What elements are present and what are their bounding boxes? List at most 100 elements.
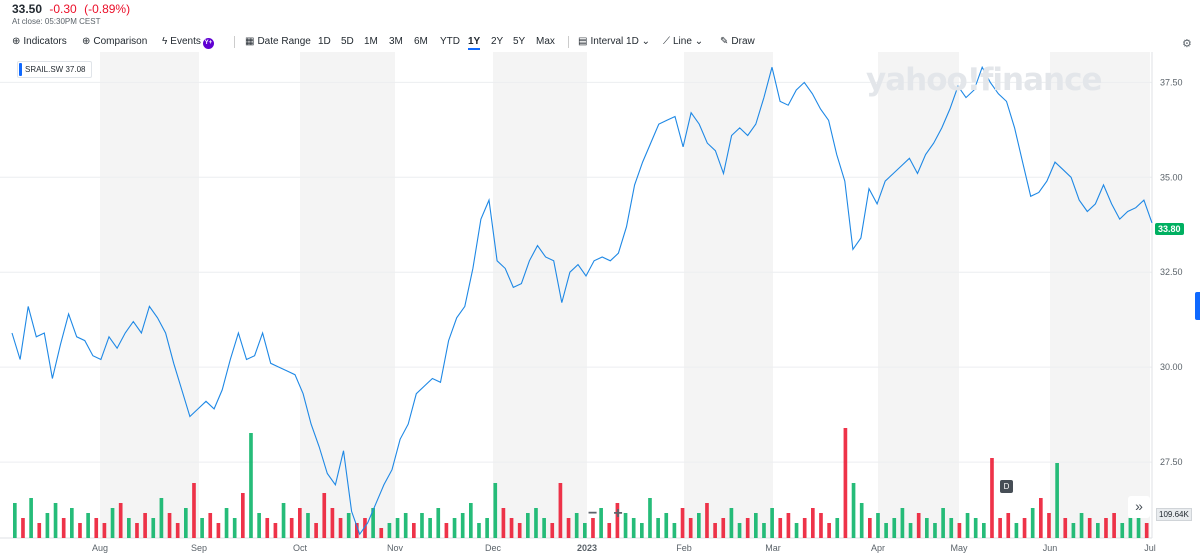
legend-value: 37.08 <box>65 65 86 74</box>
volume-bar <box>135 523 139 538</box>
volume-bar <box>94 518 99 538</box>
x-tick-label: Feb <box>676 543 692 553</box>
range-3m[interactable]: 3M <box>389 36 403 47</box>
date-range-label: Date Range <box>257 36 311 47</box>
price-change-pct: (-0.89%) <box>84 2 131 16</box>
volume-bar <box>680 508 685 538</box>
sidebar-tab[interactable] <box>1195 292 1200 320</box>
range-5d[interactable]: 5D <box>341 36 354 47</box>
volume-bar <box>965 513 970 538</box>
x-tick-label: Nov <box>387 543 404 553</box>
volume-bar <box>224 508 229 538</box>
volume-bar <box>925 518 929 538</box>
volume-bar <box>1071 523 1076 538</box>
volume-bar <box>29 498 33 538</box>
volume-bar <box>615 503 620 538</box>
price-chart[interactable]: 37.50 35.00 32.50 30.00 27.50 Aug Sep Oct Nov Dec… <box>0 52 1200 560</box>
quote-header: 33.50 -0.30 (-0.89%) At close: 05:30PM C… <box>12 2 131 26</box>
line-label: Line <box>673 36 692 47</box>
volume-bar <box>916 513 921 538</box>
settings-gear-icon[interactable]: ⚙ <box>1182 38 1192 50</box>
volume-bar <box>794 523 799 538</box>
range-max[interactable]: Max <box>536 36 555 47</box>
x-tick-label: Apr <box>871 543 885 553</box>
range-2y[interactable]: 2Y <box>491 36 504 47</box>
volume-bar <box>550 523 555 538</box>
volume-bar <box>835 518 840 538</box>
series-legend[interactable]: SRAIL.SW 37.08 <box>17 61 92 78</box>
volume-bar <box>420 513 424 538</box>
volume-bar <box>314 523 318 538</box>
volume-bar <box>78 523 82 538</box>
range-1m[interactable]: 1M <box>364 36 378 47</box>
volume-bar <box>745 518 750 538</box>
volume-bar <box>1096 523 1100 538</box>
volume-bar <box>110 508 115 538</box>
volume-bar <box>86 513 90 538</box>
volume-bar <box>379 528 384 538</box>
range-1d[interactable]: 1D <box>318 36 331 47</box>
close-time: At close: 05:30PM CEST <box>12 17 101 26</box>
volume-bar <box>159 498 164 538</box>
indicators-button[interactable]: ⊕ Indicators <box>12 36 67 47</box>
volume-bar <box>705 503 709 538</box>
month-band <box>493 52 587 538</box>
price-line <box>11 65 1153 536</box>
x-tick-label: May <box>950 543 968 553</box>
comparison-button[interactable]: ⊕ Comparison <box>82 36 147 47</box>
volume-bar <box>843 428 848 538</box>
volume-bar <box>330 508 335 538</box>
interval-button[interactable]: ▤ Interval 1D ⌄ <box>578 36 650 47</box>
volume-bar <box>436 508 441 538</box>
expand-chevrons-icon[interactable]: » <box>1128 496 1150 518</box>
y-tick-label: 30.00 <box>1160 362 1183 372</box>
volume-bar <box>892 518 897 538</box>
volume-bar <box>61 518 66 538</box>
volume-bar <box>469 503 473 538</box>
volume-bar <box>949 518 954 538</box>
volume-bar <box>265 518 270 538</box>
range-1y[interactable]: 1Y <box>468 36 481 50</box>
volume-bar <box>623 513 628 538</box>
volume-bar <box>143 513 147 538</box>
range-ytd[interactable]: YTD <box>440 36 460 47</box>
volume-bar <box>526 513 530 538</box>
volume-bar <box>607 523 612 538</box>
y-tick-label: 35.00 <box>1160 172 1183 182</box>
volume-bar <box>452 518 457 538</box>
volume-bar <box>908 523 913 538</box>
volume-bar <box>990 458 994 538</box>
volume-bar <box>566 518 571 538</box>
volume-bar <box>249 433 253 538</box>
zoom-in-button[interactable]: + <box>613 505 623 522</box>
line-type-button[interactable]: ⟋ Line ⌄ <box>663 36 703 47</box>
x-tick-label: 2023 <box>577 543 597 553</box>
volume-bar <box>355 523 359 538</box>
volume-bar <box>599 508 603 538</box>
volume-bar <box>412 523 416 538</box>
volume-bar <box>770 508 774 538</box>
last-price-marker: 33.80 <box>1155 223 1184 235</box>
calendar-icon: ▦ <box>245 36 255 47</box>
dividend-badge[interactable]: D <box>1000 480 1013 493</box>
x-tick-label: Dec <box>485 543 502 553</box>
legend-symbol: SRAIL.SW <box>25 65 64 74</box>
range-5y[interactable]: 5Y <box>513 36 526 47</box>
zoom-out-button[interactable]: − <box>588 505 598 522</box>
volume-bar <box>713 523 717 538</box>
volume-bar <box>982 523 986 538</box>
volume-bar <box>241 493 245 538</box>
draw-button[interactable]: ✎ Draw <box>720 36 755 47</box>
volume-bar <box>1128 518 1133 538</box>
month-band <box>878 52 959 538</box>
volume-bar <box>151 518 156 538</box>
volume-bar <box>517 523 522 538</box>
plus-circle-icon: ⊕ <box>12 36 21 47</box>
date-range-button[interactable]: ▦ Date Range <box>245 36 311 47</box>
volume-bar <box>941 508 945 538</box>
range-6m[interactable]: 6M <box>414 36 428 47</box>
volume-bar <box>1014 523 1019 538</box>
events-button[interactable]: ϟ Events Y+ <box>162 36 214 49</box>
volume-bar <box>1030 508 1035 538</box>
volume-bar <box>574 513 579 538</box>
